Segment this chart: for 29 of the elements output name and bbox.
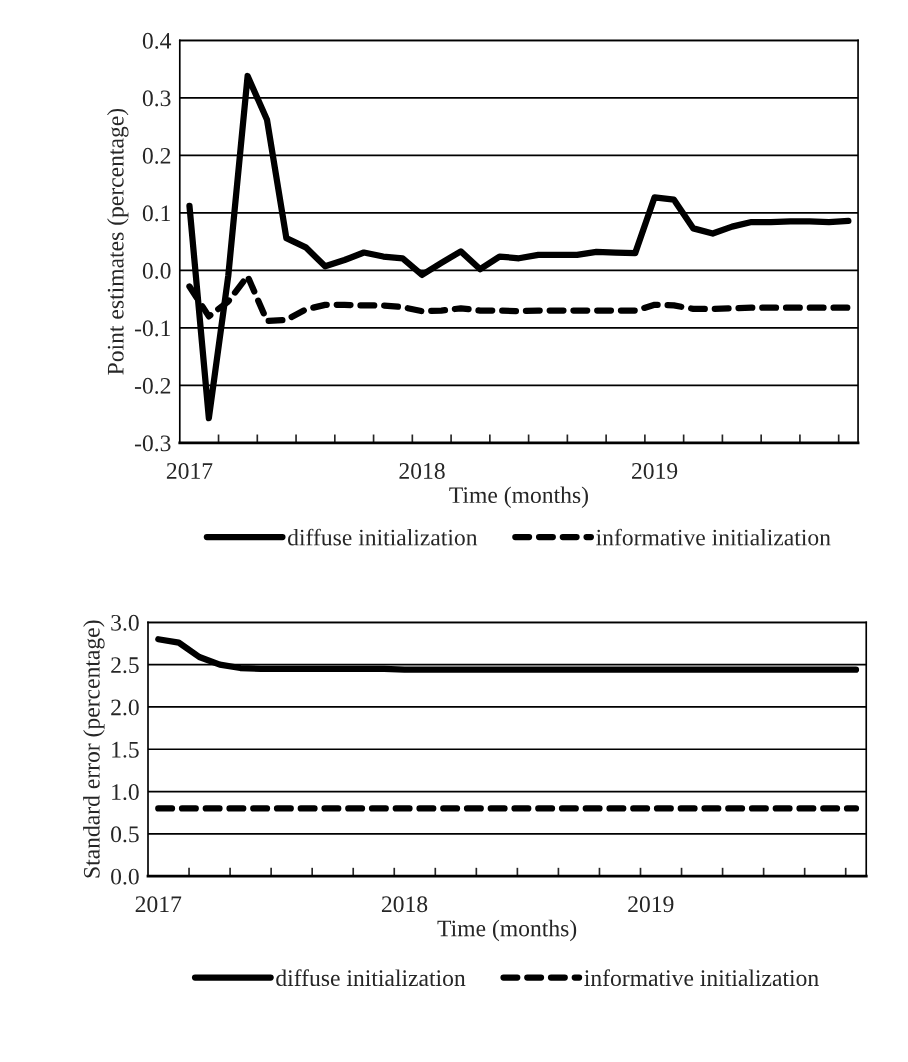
y-tick-label: 1.5: [112, 741, 139, 758]
x-tick-label: 2017: [166, 462, 213, 479]
x-axis-title: Time (months): [449, 486, 588, 508]
y-tick-label: -0.1: [134, 320, 171, 337]
legend-label: diffuse initialization: [288, 528, 478, 546]
legend-label: diffuse initialization: [276, 969, 466, 987]
y-tick-label: 2.0: [111, 699, 139, 716]
x-tick-label: 2019: [628, 896, 674, 913]
y-tick-label: 0.0: [111, 868, 139, 885]
legend-label: informative initialization: [596, 528, 831, 546]
x-tick-label: 2017: [135, 896, 182, 913]
y-tick-label: 0.5: [111, 826, 139, 843]
y-tick-label: 1.0: [112, 784, 139, 801]
x-tick-label: 2018: [381, 896, 428, 913]
y-tick-label: 0.0: [142, 262, 171, 279]
y-tick-label: 0.1: [142, 205, 171, 222]
y-tick-label: 0.3: [142, 90, 171, 107]
y-tick-label: -0.3: [134, 435, 171, 452]
legend-label: informative initialization: [584, 969, 819, 987]
x-tick-label: 2019: [632, 462, 678, 479]
y-axis-title: Point estimates (percentage): [107, 108, 129, 375]
x-tick-label: 2018: [399, 462, 445, 479]
y-tick-label: 3.0: [111, 614, 139, 631]
x-axis-title: Time (months): [437, 919, 577, 942]
y-tick-label: 0.4: [142, 32, 172, 49]
y-tick-label: -0.2: [134, 377, 171, 394]
y-tick-label: 2.5: [111, 657, 139, 674]
y-axis-title: Standard error (percentage): [83, 620, 105, 878]
y-tick-label: 0.2: [142, 147, 171, 164]
